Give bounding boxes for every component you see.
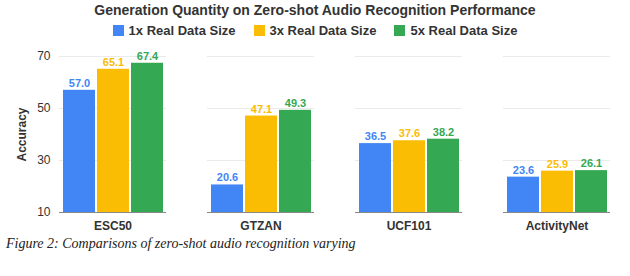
- svg-text:36.5: 36.5: [365, 130, 386, 142]
- svg-text:GTZAN: GTZAN: [240, 219, 281, 233]
- svg-text:Accuracy: Accuracy: [15, 107, 29, 161]
- svg-text:49.3: 49.3: [285, 97, 306, 109]
- svg-text:30: 30: [37, 153, 51, 167]
- html-text:Generation Quantity on Zero-sh: Generation Quantity on Zero-shot Audio R…: [94, 2, 536, 18]
- svg-text:57.0: 57.0: [69, 77, 90, 89]
- svg-text:67.4: 67.4: [137, 50, 159, 62]
- svg-text:26.1: 26.1: [581, 157, 602, 169]
- svg-text:25.9: 25.9: [547, 158, 568, 170]
- svg-text:ESC50: ESC50: [94, 219, 132, 233]
- svg-text:38.2: 38.2: [433, 126, 454, 138]
- svg-text:37.6: 37.6: [399, 127, 420, 139]
- svg-text:10: 10: [37, 205, 51, 219]
- svg-text:20.6: 20.6: [217, 171, 238, 183]
- svg-text:70: 70: [37, 49, 51, 63]
- html-text:3x Real Data Size: 3x Real Data Size: [269, 22, 377, 38]
- html-text:5x Real Data Size: 5x Real Data Size: [410, 22, 518, 38]
- html-text:1x Real Data Size: 1x Real Data Size: [128, 22, 236, 38]
- svg-text:50: 50: [37, 101, 51, 115]
- svg-text:UCF101: UCF101: [387, 219, 432, 233]
- svg-text:23.6: 23.6: [513, 164, 534, 176]
- html-text:Figure 2: Comparisons of zero-: Figure 2: Comparisons of zero-shot audio…: [6, 236, 356, 251]
- svg-text:47.1: 47.1: [251, 103, 272, 115]
- svg-text:65.1: 65.1: [103, 56, 124, 68]
- svg-text:ActivityNet: ActivityNet: [526, 219, 589, 233]
